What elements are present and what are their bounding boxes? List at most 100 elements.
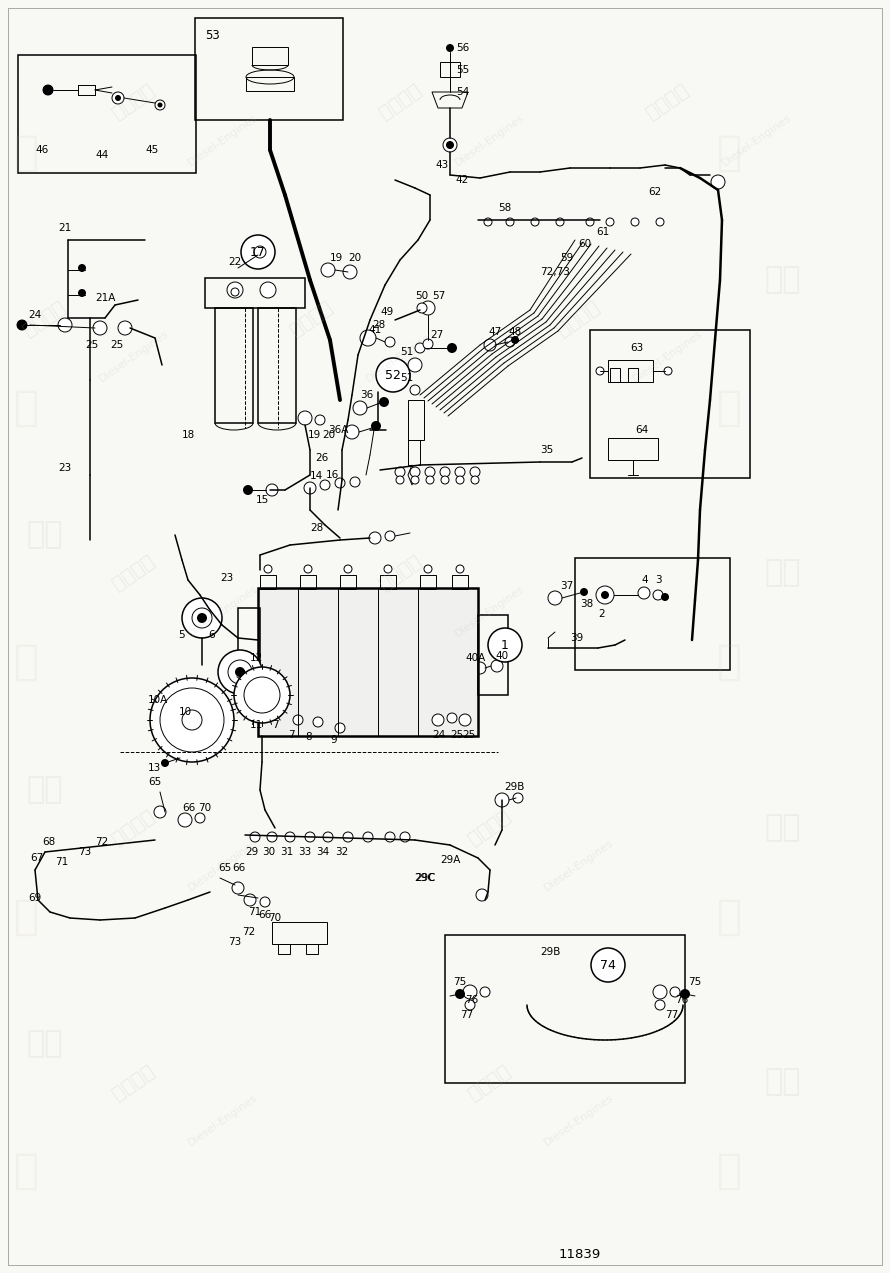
Bar	[452, 575, 468, 589]
Text: 动: 动	[717, 642, 742, 682]
Text: 29: 29	[245, 847, 258, 857]
Bar	[195, 18, 343, 120]
Circle shape	[267, 833, 277, 841]
Circle shape	[305, 833, 315, 841]
Text: 52: 52	[385, 368, 400, 382]
Bar	[258, 308, 296, 423]
Bar	[445, 934, 685, 1083]
Text: 16: 16	[326, 470, 339, 480]
Circle shape	[495, 793, 509, 807]
Text: 55: 55	[456, 65, 469, 75]
Text: 34: 34	[316, 847, 329, 857]
Bar	[380, 575, 396, 589]
Text: 15: 15	[256, 495, 270, 505]
Circle shape	[78, 289, 86, 297]
Text: 20: 20	[348, 253, 361, 264]
Text: 21: 21	[58, 223, 71, 233]
Circle shape	[218, 651, 262, 694]
Text: Diesel-Engines: Diesel-Engines	[97, 328, 170, 384]
Text: 70: 70	[198, 803, 211, 813]
Circle shape	[491, 659, 503, 672]
Circle shape	[118, 321, 132, 335]
Text: 11: 11	[250, 721, 263, 729]
Bar	[238, 608, 260, 668]
Circle shape	[323, 833, 333, 841]
Text: 42: 42	[455, 174, 468, 185]
Circle shape	[441, 476, 449, 484]
Text: 38: 38	[580, 600, 594, 608]
Text: 14: 14	[310, 471, 323, 481]
Circle shape	[474, 662, 486, 673]
Text: 70: 70	[268, 913, 281, 923]
Circle shape	[154, 806, 166, 819]
Text: 25: 25	[85, 340, 98, 350]
Text: 紫发动力: 紫发动力	[465, 1060, 514, 1104]
Text: 动: 动	[14, 132, 39, 173]
Circle shape	[711, 174, 725, 188]
Circle shape	[150, 679, 234, 763]
Circle shape	[556, 218, 564, 227]
Text: 29B: 29B	[540, 947, 561, 957]
Text: 10A: 10A	[148, 695, 168, 705]
Circle shape	[112, 92, 124, 104]
Circle shape	[511, 336, 519, 344]
Circle shape	[360, 330, 376, 346]
Text: 37: 37	[560, 580, 573, 591]
Text: 50: 50	[415, 292, 428, 300]
Text: 71: 71	[55, 857, 69, 867]
Circle shape	[680, 989, 690, 999]
Circle shape	[596, 367, 604, 376]
Text: 74: 74	[600, 959, 616, 971]
Text: 10: 10	[178, 707, 191, 717]
Circle shape	[43, 85, 53, 95]
Circle shape	[470, 467, 480, 477]
Text: 60: 60	[578, 239, 591, 250]
Text: 54: 54	[456, 87, 469, 97]
Circle shape	[455, 467, 465, 477]
Text: 75: 75	[453, 976, 466, 987]
Text: 49: 49	[380, 307, 393, 317]
Text: 紫发动力: 紫发动力	[643, 80, 692, 123]
Text: Diesel-Engines: Diesel-Engines	[186, 838, 259, 894]
Text: 39: 39	[570, 633, 583, 643]
Circle shape	[447, 713, 457, 723]
Circle shape	[234, 667, 290, 723]
Text: 动力: 动力	[26, 521, 63, 549]
Circle shape	[513, 793, 523, 803]
Bar	[252, 47, 288, 65]
Text: 73: 73	[228, 937, 241, 947]
Text: 56: 56	[456, 43, 469, 53]
Circle shape	[432, 714, 444, 726]
Circle shape	[182, 710, 202, 729]
Circle shape	[586, 218, 594, 227]
Text: Diesel-Engines: Diesel-Engines	[542, 1092, 615, 1148]
Circle shape	[410, 384, 420, 395]
Circle shape	[443, 137, 457, 151]
Circle shape	[235, 667, 245, 677]
Text: 46: 46	[35, 145, 48, 155]
Circle shape	[266, 484, 278, 496]
Circle shape	[58, 318, 72, 332]
Bar	[258, 588, 478, 736]
Circle shape	[227, 283, 243, 298]
Circle shape	[664, 367, 672, 376]
Bar	[420, 575, 436, 589]
Text: 30: 30	[262, 847, 275, 857]
Text: 77: 77	[460, 1009, 473, 1020]
Text: 43: 43	[435, 160, 449, 171]
Circle shape	[313, 717, 323, 727]
Text: Diesel-Engines: Diesel-Engines	[542, 838, 615, 894]
Text: 紫发动力: 紫发动力	[109, 1060, 158, 1104]
Text: Diesel-Engines: Diesel-Engines	[364, 328, 437, 384]
Circle shape	[232, 882, 244, 894]
Text: 72: 72	[242, 927, 255, 937]
Text: 6: 6	[208, 630, 214, 640]
Bar	[610, 368, 620, 382]
Circle shape	[638, 587, 650, 600]
Text: 73: 73	[78, 847, 92, 857]
Text: 40: 40	[495, 651, 508, 661]
Circle shape	[415, 342, 425, 353]
Circle shape	[471, 476, 479, 484]
Text: 2: 2	[598, 608, 604, 619]
Circle shape	[93, 321, 107, 335]
